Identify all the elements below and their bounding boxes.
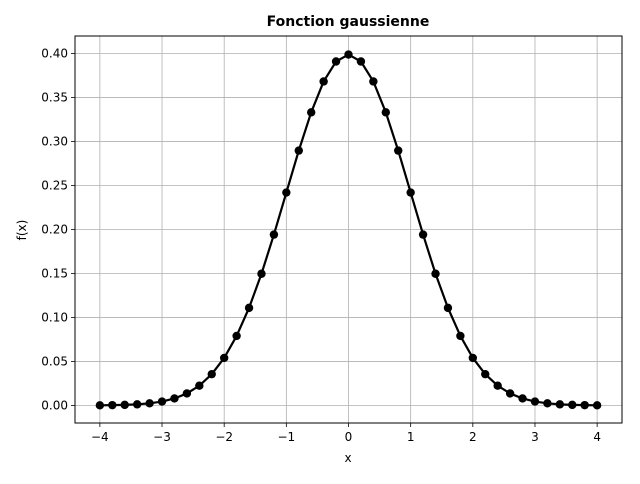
data-point — [307, 108, 316, 117]
data-point — [431, 269, 440, 278]
y-axis-ticks: 0.00 0.05 0.10 0.15 0.20 0.25 0.30 0.35 0.40 — [41, 47, 75, 412]
y-tick-label: 0.25 — [41, 179, 68, 193]
data-point — [294, 146, 303, 155]
data-point — [108, 400, 117, 410]
x-tick-label: 3 — [531, 430, 539, 444]
x-tick-label: 2 — [469, 430, 477, 444]
x-tick-label: 1 — [407, 430, 415, 444]
series-markers — [95, 50, 602, 410]
data-point — [518, 394, 527, 403]
y-tick-label: 0.30 — [41, 135, 68, 149]
x-tick-label: −3 — [153, 430, 171, 444]
y-tick-label: 0.35 — [41, 91, 68, 105]
y-tick-label: 0.15 — [41, 266, 68, 280]
data-point — [132, 400, 142, 409]
data-point — [394, 146, 403, 155]
data-point — [232, 331, 241, 341]
x-tick-label: 4 — [593, 430, 601, 444]
data-point — [443, 303, 453, 313]
y-tick-label: 0.20 — [41, 223, 68, 237]
data-point — [207, 369, 216, 379]
data-point — [505, 389, 515, 398]
data-point — [282, 188, 291, 197]
data-point — [257, 269, 266, 278]
x-tick-label: −2 — [215, 430, 233, 444]
data-point — [269, 230, 279, 239]
data-point — [456, 331, 465, 341]
chart-title: Fonction gaussienne — [267, 14, 430, 30]
data-point — [555, 400, 565, 409]
data-point — [381, 108, 390, 117]
data-point — [468, 353, 478, 363]
x-axis-label: x — [344, 451, 351, 465]
data-point — [219, 353, 229, 363]
y-tick-label: 0.00 — [41, 398, 68, 412]
y-tick-label: 0.10 — [41, 310, 68, 324]
x-tick-label: 0 — [345, 430, 353, 444]
data-point — [592, 401, 602, 410]
data-point — [493, 381, 502, 390]
data-point — [356, 57, 366, 66]
y-axis-label: f(x) — [15, 220, 29, 241]
x-tick-label: −1 — [277, 430, 295, 444]
data-point — [170, 394, 179, 403]
data-point — [95, 401, 105, 410]
y-tick-label: 0.40 — [41, 47, 68, 61]
data-point — [530, 397, 540, 406]
data-point — [344, 50, 353, 59]
data-point — [543, 399, 552, 408]
data-point — [244, 303, 254, 313]
data-point — [331, 57, 341, 66]
data-point — [406, 188, 415, 197]
plot-frame — [74, 35, 623, 424]
data-point — [145, 399, 154, 408]
x-tick-label: −4 — [91, 430, 109, 444]
data-point — [319, 77, 328, 86]
data-point — [481, 369, 490, 379]
data-point — [568, 400, 577, 410]
data-point — [369, 77, 378, 86]
data-point — [157, 397, 167, 406]
data-point — [195, 381, 204, 390]
data-point — [580, 400, 589, 410]
data-point — [182, 389, 192, 398]
grid-lines — [75, 36, 622, 423]
data-point — [418, 230, 428, 239]
x-axis-ticks: −4 −3 −2 −1 0 1 2 3 4 — [91, 423, 601, 444]
data-point — [120, 400, 129, 410]
y-tick-label: 0.05 — [41, 354, 68, 368]
